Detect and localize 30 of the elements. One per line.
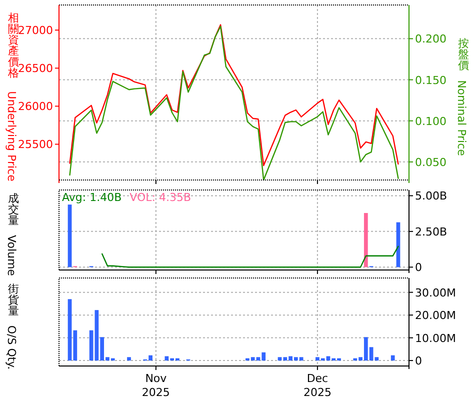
y2-tick-label: 0.100 xyxy=(415,114,446,128)
y-tick-label: 25500 xyxy=(18,138,53,152)
y2-tick-label: 2.50B xyxy=(415,225,448,238)
annotation: VOL: 4.35B xyxy=(130,191,191,204)
line-series xyxy=(101,246,399,268)
y2-tick-label: 0 xyxy=(415,261,422,274)
y-axis-title: 街貨量O/S Qty. xyxy=(5,282,19,370)
y2-tick-label: 30.00M xyxy=(415,286,456,300)
y-tick-label: 27000 xyxy=(18,24,53,38)
y2-tick-label: 5.00B xyxy=(415,190,448,203)
y-axis-title: 成交量Volume xyxy=(5,192,19,276)
y2-axis-title: 按盤價Nominal Price xyxy=(455,37,469,156)
y2-tick-label: 0 xyxy=(415,354,422,368)
y2-tick-label: 20.00M xyxy=(415,309,456,322)
bar xyxy=(127,357,131,361)
y2-tick-label: 0.150 xyxy=(415,74,446,87)
bar xyxy=(390,355,395,361)
bar xyxy=(374,357,379,361)
x-tick-label: Nov 2025 xyxy=(142,372,170,399)
y2-tick-label: 0.050 xyxy=(415,156,446,169)
x-tick-label: Dec 2025 xyxy=(303,372,332,399)
annotation: Avg: 1.40B xyxy=(62,191,122,204)
y-tick-label: 26000 xyxy=(18,100,53,114)
bar xyxy=(364,213,368,268)
y-tick-label: 26500 xyxy=(18,62,53,76)
y2-tick-label: 10.00M xyxy=(415,332,456,345)
bar xyxy=(68,204,72,268)
y2-tick-label: 0.200 xyxy=(415,32,446,46)
bar xyxy=(89,330,94,361)
y-axis-title: 相關資產價格 Underlying Price xyxy=(5,12,19,182)
